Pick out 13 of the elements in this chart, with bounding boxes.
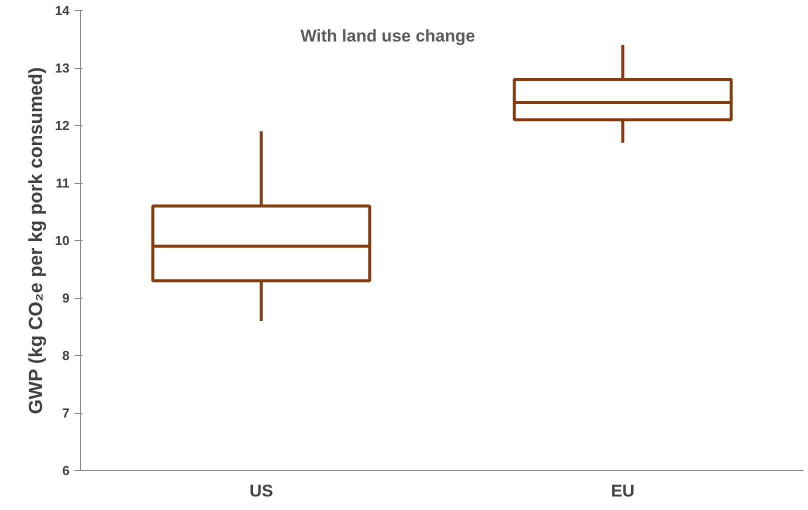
annotation: With land use change [300,26,476,46]
y-tick-label: 6 [62,463,70,478]
y-axis-title: GWP (kg CO₂e per kg pork consumed) [26,67,48,414]
y-tick-label: 10 [55,233,70,248]
y-tick-label: 12 [55,118,70,133]
x-tick-label: US [249,482,274,500]
y-tick-label: 11 [56,176,70,190]
y-tick-label: 13 [55,60,70,76]
y-tick-label: 14 [55,3,70,18]
y-tick-label: 8 [62,348,70,363]
y-tick-label: 9 [62,290,70,306]
y-tick-label: 7 [62,406,70,420]
x-tick-label: EU [610,482,635,500]
